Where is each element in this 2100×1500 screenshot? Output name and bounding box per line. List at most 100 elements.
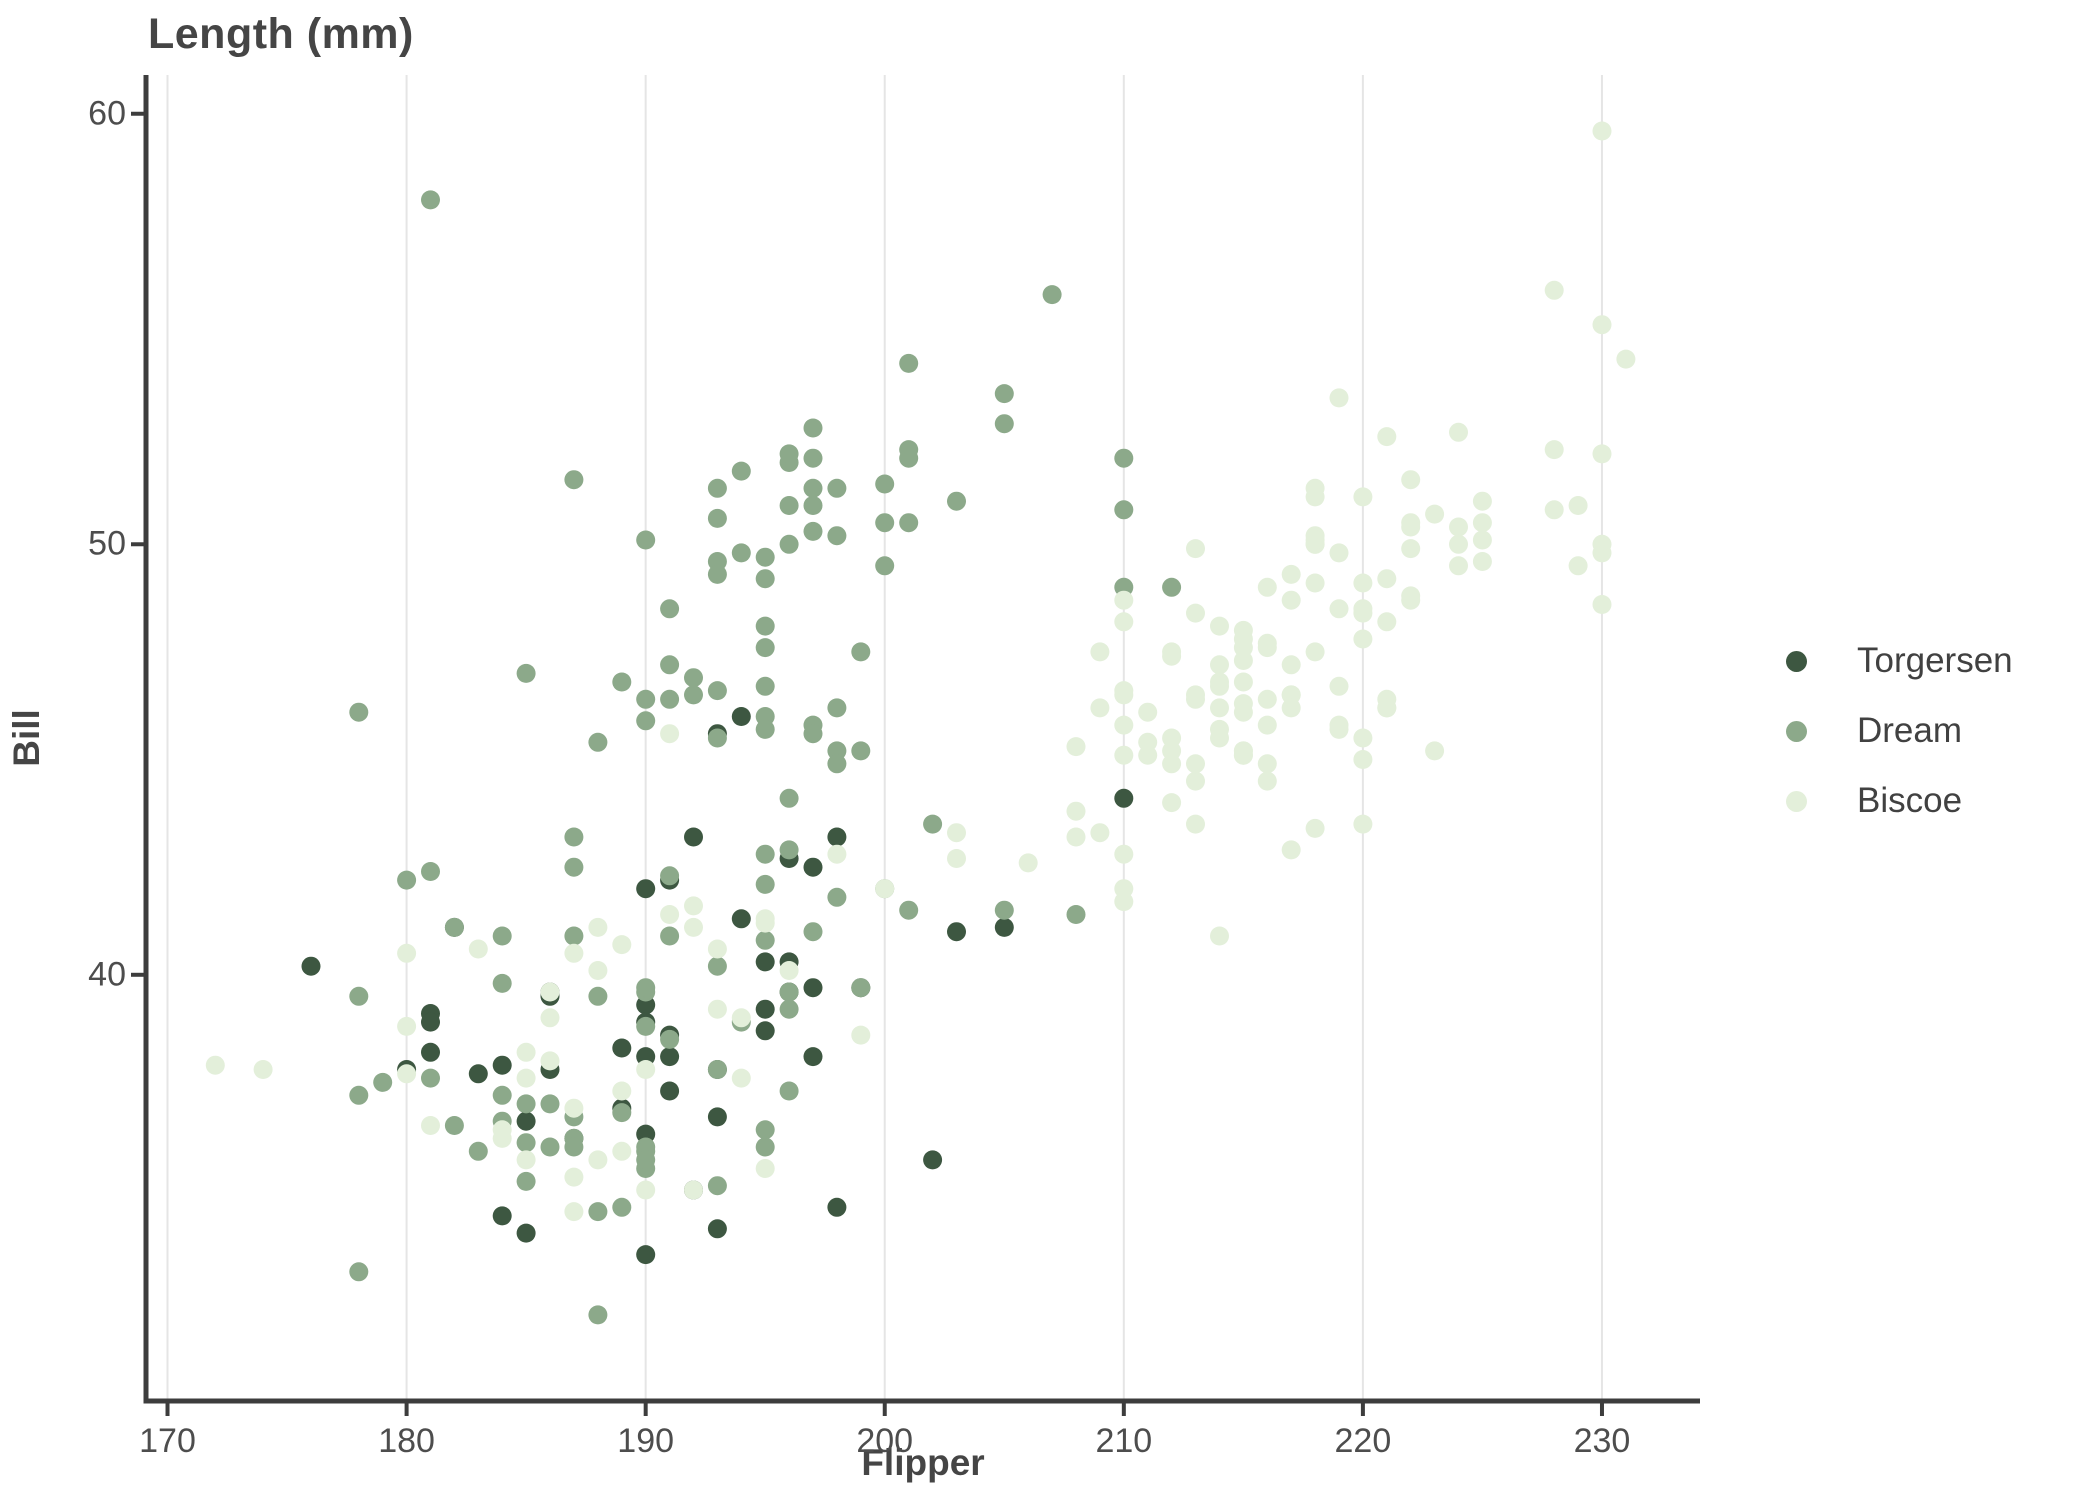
data-point-biscoe	[1353, 629, 1373, 649]
data-point-biscoe	[1353, 603, 1373, 623]
data-point-biscoe	[1401, 470, 1421, 490]
data-point-biscoe	[540, 1051, 560, 1071]
data-point-dream	[755, 930, 775, 950]
data-point-dream	[707, 478, 727, 498]
data-point-biscoe	[253, 1060, 273, 1079]
data-point-dream	[349, 1262, 369, 1282]
x-tick-label: 230	[1573, 1422, 1631, 1460]
data-point-dream	[755, 638, 775, 658]
data-point-biscoe	[1592, 315, 1612, 335]
data-point-biscoe	[1305, 487, 1325, 507]
data-point-biscoe	[1568, 496, 1588, 515]
data-point-dream	[827, 754, 847, 774]
data-point-biscoe	[564, 1167, 584, 1187]
data-point-dream	[349, 702, 369, 722]
data-point-torgersen	[468, 1064, 488, 1084]
data-point-dream	[779, 444, 799, 464]
data-point-dream	[803, 496, 823, 515]
data-point-dream	[421, 862, 440, 881]
data-point-dream	[779, 999, 799, 1019]
data-point-biscoe	[564, 943, 584, 963]
data-point-biscoe	[1233, 741, 1253, 761]
data-point-biscoe	[1377, 427, 1397, 447]
data-point-biscoe	[1186, 539, 1205, 559]
data-point-torgersen	[636, 879, 656, 899]
data-point-biscoe	[731, 1068, 751, 1088]
data-point-dream	[755, 719, 775, 739]
data-point-biscoe	[947, 823, 966, 843]
data-point-biscoe	[875, 879, 895, 899]
data-point-biscoe	[1616, 349, 1636, 369]
data-point-biscoe	[612, 935, 632, 955]
data-point-dream	[397, 870, 417, 890]
data-point-dream	[803, 521, 823, 541]
data-point-dream	[899, 353, 919, 373]
data-point-biscoe	[1210, 698, 1229, 718]
data-point-dream	[588, 986, 608, 1006]
data-point-biscoe	[1544, 500, 1564, 520]
data-point-torgersen	[1114, 788, 1134, 808]
legend-label: Dream	[1857, 711, 1963, 750]
data-point-dream	[923, 814, 943, 834]
data-point-dream	[421, 190, 440, 210]
data-point-biscoe	[1544, 440, 1564, 460]
data-point-biscoe	[1186, 754, 1205, 774]
data-point-dream	[444, 1116, 464, 1135]
data-point-dream	[636, 1016, 656, 1036]
data-point-torgersen	[803, 978, 823, 998]
data-point-dream	[588, 1305, 608, 1325]
data-point-biscoe	[516, 1068, 536, 1088]
data-point-dream	[468, 1141, 488, 1161]
data-point-biscoe	[1377, 698, 1397, 718]
data-point-biscoe	[1329, 599, 1349, 619]
data-point-biscoe	[755, 913, 775, 933]
data-point-biscoe	[1472, 552, 1492, 571]
data-point-biscoe	[1305, 530, 1325, 550]
data-point-biscoe	[1305, 573, 1325, 593]
data-point-biscoe	[1592, 444, 1612, 464]
data-point-dream	[731, 543, 751, 563]
data-point-dream	[994, 900, 1014, 920]
y-tick-label: 40	[88, 955, 126, 994]
data-point-dream	[492, 926, 512, 946]
data-point-dream	[803, 922, 823, 942]
data-point-dream	[755, 676, 775, 696]
data-point-dream	[636, 1150, 656, 1170]
data-point-biscoe	[1114, 892, 1134, 912]
data-point-dream	[707, 1176, 727, 1196]
data-point-dream	[779, 1081, 799, 1101]
data-point-torgersen	[803, 1047, 823, 1067]
data-point-biscoe	[1353, 750, 1373, 769]
data-point-biscoe	[1114, 612, 1134, 632]
data-point-biscoe	[1233, 620, 1253, 640]
data-point-dream	[707, 508, 727, 528]
data-point-dream	[660, 866, 680, 886]
data-point-torgersen	[492, 1206, 512, 1226]
data-point-biscoe	[779, 961, 799, 980]
data-point-dream	[636, 689, 656, 709]
data-point-biscoe	[1329, 388, 1349, 408]
data-point-torgersen	[301, 956, 321, 976]
data-point-biscoe	[827, 844, 847, 864]
data-point-biscoe	[540, 982, 560, 1002]
data-point-biscoe	[1353, 573, 1373, 593]
y-axis-title: Bill	[6, 709, 47, 767]
data-point-dream	[1114, 500, 1134, 520]
data-point-dream	[803, 418, 823, 438]
data-point-dream	[707, 564, 727, 584]
data-point-biscoe	[1210, 719, 1229, 739]
x-tick-label: 190	[617, 1422, 675, 1460]
data-point-dream	[1162, 577, 1182, 597]
data-point-dream	[660, 655, 680, 675]
data-point-dream	[875, 513, 895, 533]
data-point-biscoe	[1233, 651, 1253, 670]
data-point-dream	[707, 1060, 727, 1079]
data-point-biscoe	[1257, 577, 1277, 597]
data-point-biscoe	[1449, 534, 1468, 554]
data-point-dream	[755, 616, 775, 636]
data-point-dream	[875, 474, 895, 494]
data-point-torgersen	[660, 1081, 680, 1101]
data-point-biscoe	[1353, 728, 1373, 748]
data-point-biscoe	[397, 1016, 417, 1036]
